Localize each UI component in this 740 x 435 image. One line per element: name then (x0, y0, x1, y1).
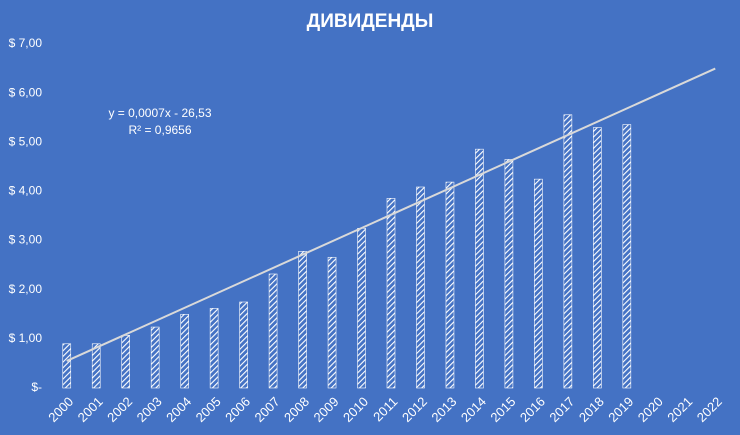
y-tick-label: $ 6,00 (9, 85, 43, 99)
x-tick-label: 2011 (370, 394, 400, 424)
bar (416, 186, 425, 389)
bar (563, 114, 573, 389)
x-tick-label: 2000 (45, 394, 76, 425)
bar (357, 227, 366, 389)
chart-title: ДИВИДЕНДЫ (307, 11, 434, 32)
bar (91, 343, 101, 389)
bar (445, 181, 455, 389)
trendline (66, 67, 716, 362)
x-tick-label: 2010 (340, 394, 371, 425)
y-tick-label: $ 7,00 (9, 36, 43, 50)
trend-r-squared: R² = 0,9656 (128, 123, 191, 137)
x-tick-label: 2007 (252, 394, 283, 425)
bar (504, 159, 514, 389)
bar (593, 127, 602, 389)
x-tick-label: 2019 (605, 394, 636, 425)
x-tick-label: 2004 (163, 394, 194, 425)
bar (209, 308, 219, 389)
y-tick-label: $ 5,00 (9, 134, 43, 148)
x-tick-label: 2017 (546, 394, 577, 425)
x-tick-label: 2008 (281, 394, 312, 425)
x-tick-label: 2001 (75, 394, 106, 425)
x-tick-label: 2002 (104, 394, 135, 425)
bar (475, 148, 484, 389)
x-tick-label: 2012 (399, 394, 430, 425)
x-tick-label: 2009 (311, 394, 342, 425)
bar (268, 273, 278, 389)
y-tick-label: $ 4,00 (9, 184, 43, 198)
x-tick-label: 2014 (458, 394, 489, 425)
bar (298, 251, 307, 389)
bar (62, 343, 72, 389)
y-tick-label: $- (31, 380, 42, 394)
x-tick-label: 2003 (134, 394, 165, 425)
x-tick-label: 2021 (664, 394, 695, 425)
x-tick-label: 2018 (576, 394, 607, 425)
bar (150, 326, 160, 389)
trend-equation: y = 0,0007x - 26,53 (108, 106, 211, 120)
x-tick-label: 2013 (428, 394, 459, 425)
y-tick-label: $ 3,00 (9, 233, 43, 247)
bar (534, 178, 543, 389)
y-tick-label: $ 2,00 (9, 282, 43, 296)
x-tick-label: 2022 (694, 394, 725, 425)
bar (327, 256, 337, 389)
y-tick-label: $ 1,00 (9, 331, 43, 345)
x-tick-label: 2016 (517, 394, 548, 425)
bar (239, 301, 248, 389)
bar (180, 313, 189, 389)
x-tick-label: 2015 (487, 394, 518, 425)
bar (121, 335, 130, 389)
x-tick-label: 2005 (193, 394, 224, 425)
x-tick-label: 2006 (222, 394, 253, 425)
bar (386, 198, 396, 389)
x-tick-label: 2020 (635, 394, 666, 425)
bar (622, 124, 632, 389)
